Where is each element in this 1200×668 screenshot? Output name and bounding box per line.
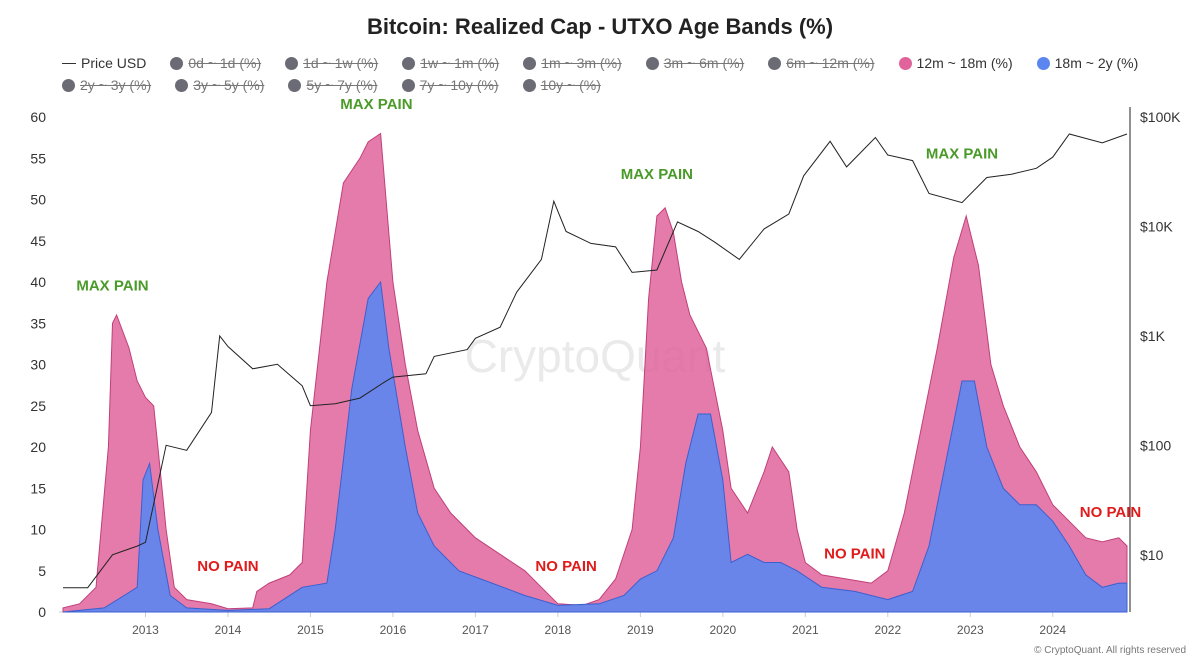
area-18m-2y <box>62 280 1128 613</box>
legend-label: 6m ~ 12m (%) <box>786 55 875 71</box>
annotation-label: MAX PAIN <box>926 145 998 162</box>
y-tick-label: 40 <box>30 274 46 290</box>
annotation-label: NO PAIN <box>535 558 596 575</box>
y-tick-label: 20 <box>30 439 46 455</box>
legend-item[interactable]: 10y ~ (%) <box>522 74 601 96</box>
circle-marker-icon <box>522 78 536 92</box>
legend-item[interactable]: 18m ~ 2y (%) <box>1036 52 1139 74</box>
y-tick-label: 55 <box>30 150 46 166</box>
x-tick-label: 2016 <box>380 623 407 637</box>
y2-tick-label: $1K <box>1140 328 1166 344</box>
annotation-label: NO PAIN <box>1080 504 1141 521</box>
legend-item[interactable]: 3m ~ 6m (%) <box>645 52 745 74</box>
y-tick-label: 5 <box>38 563 46 579</box>
legend-label: 0d ~ 1d (%) <box>188 55 262 71</box>
legend-label: Price USD <box>81 55 147 71</box>
area-12m-18m <box>62 132 1128 613</box>
x-tick-label: 2020 <box>709 623 736 637</box>
legend-label: 1d ~ 1w (%) <box>303 55 379 71</box>
legend-label: 18m ~ 2y (%) <box>1054 55 1139 71</box>
legend-item[interactable]: 3y ~ 5y (%) <box>175 74 264 96</box>
legend-item[interactable]: 1d ~ 1w (%) <box>285 52 378 74</box>
y2-tick-label: $100K <box>1140 109 1181 125</box>
legend-item[interactable]: 6m ~ 12m (%) <box>768 52 875 74</box>
y2-tick-label: $10 <box>1140 547 1164 563</box>
legend-label: 1m ~ 3m (%) <box>541 55 622 71</box>
legend-label: 7y ~ 10y (%) <box>419 77 499 93</box>
legend: Price USD 0d ~ 1d (%) 1d ~ 1w (%) 1w ~ 1m (… <box>62 52 1172 96</box>
legend-label: 3y ~ 5y (%) <box>193 77 265 93</box>
legend-item[interactable]: 1w ~ 1m (%) <box>402 52 499 74</box>
x-tick-label: 2018 <box>545 623 572 637</box>
annotation-label: MAX PAIN <box>340 96 412 113</box>
x-tick-label: 2022 <box>874 623 901 637</box>
line-marker-icon <box>62 62 76 64</box>
circle-marker-icon <box>175 78 189 92</box>
x-tick-label: 2019 <box>627 623 654 637</box>
x-tick-label: 2021 <box>792 623 819 637</box>
legend-label: 2y ~ 3y (%) <box>80 77 152 93</box>
legend-item[interactable]: 0d ~ 1d (%) <box>170 52 261 74</box>
annotation-label: MAX PAIN <box>76 277 148 294</box>
y-tick-label: 60 <box>30 109 46 125</box>
y2-tick-label: $10K <box>1140 218 1173 234</box>
legend-label: 5y ~ 7y (%) <box>306 77 378 93</box>
legend-item[interactable]: 5y ~ 7y (%) <box>288 74 378 96</box>
copyright: © CryptoQuant. All rights reserved <box>1034 645 1186 656</box>
y-tick-label: 35 <box>30 315 46 331</box>
circle-marker-icon <box>523 56 537 70</box>
annotation-label: MAX PAIN <box>621 166 693 183</box>
y-tick-label: 50 <box>30 192 46 208</box>
legend-label: 3m ~ 6m (%) <box>663 55 745 71</box>
x-tick-label: 2014 <box>215 623 242 637</box>
legend-item[interactable]: 12m ~ 18m (%) <box>898 52 1013 74</box>
circle-marker-icon <box>288 78 302 92</box>
circle-marker-icon <box>768 56 782 70</box>
x-tick-label: 2015 <box>297 623 324 637</box>
y-tick-label: 15 <box>30 480 46 496</box>
price-line <box>63 133 1128 589</box>
chart-title: Bitcoin: Realized Cap - UTXO Age Bands (… <box>366 14 834 39</box>
y-tick-label: 25 <box>30 398 46 414</box>
legend-label: 1w ~ 1m (%) <box>420 55 500 71</box>
circle-marker-icon <box>898 56 912 70</box>
circle-marker-icon <box>62 78 75 92</box>
legend-item[interactable]: 1m ~ 3m (%) <box>523 52 622 74</box>
legend-label: 12m ~ 18m (%) <box>916 55 1013 71</box>
x-tick-label: 2013 <box>132 623 159 637</box>
y-tick-label: 0 <box>38 604 46 620</box>
y-tick-label: 30 <box>30 357 46 373</box>
circle-marker-icon <box>285 56 299 70</box>
circle-marker-icon <box>1036 56 1050 70</box>
annotation-label: NO PAIN <box>197 558 258 575</box>
x-tick-label: 2024 <box>1039 623 1066 637</box>
y2-tick-label: $100 <box>1140 437 1171 453</box>
circle-marker-icon <box>645 56 659 70</box>
circle-marker-icon <box>170 56 184 70</box>
circle-marker-icon <box>401 78 415 92</box>
y-tick-label: 10 <box>30 522 46 538</box>
x-tick-label: 2023 <box>957 623 984 637</box>
annotation-label: NO PAIN <box>824 545 885 562</box>
legend-label: 10y ~ (%) <box>540 77 601 93</box>
x-tick-label: 2017 <box>462 623 489 637</box>
circle-marker-icon <box>402 56 416 70</box>
legend-item[interactable]: 2y ~ 3y (%) <box>62 74 151 96</box>
legend-item[interactable]: 7y ~ 10y (%) <box>401 74 499 96</box>
y-tick-label: 45 <box>30 233 46 249</box>
legend-item[interactable]: Price USD <box>62 52 146 74</box>
